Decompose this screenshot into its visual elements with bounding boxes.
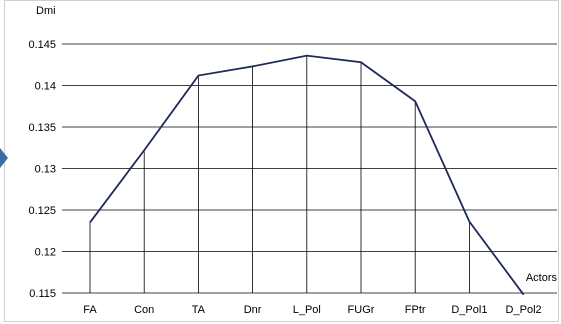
x-tick-label: D_Pol2 <box>506 304 542 316</box>
y-axis-label: Dmi <box>36 5 56 17</box>
expand-arrow-icon[interactable] <box>0 148 8 168</box>
drop-lines <box>89 55 524 295</box>
y-tick-label: 0.135 <box>28 122 56 134</box>
x-tick-label: FA <box>83 304 97 316</box>
x-tick-label: L_Pol <box>293 304 321 316</box>
y-tick-labels: 0.115 0.12 0.125 0.13 0.135 0.14 0.145 <box>28 39 56 300</box>
y-tick-label: 0.13 <box>35 164 56 176</box>
x-axis-label: Actors <box>526 272 558 284</box>
x-tick-label: D_Pol1 <box>451 304 487 316</box>
x-tick-label: FUGr <box>348 304 375 316</box>
chart-frame <box>4 0 559 322</box>
gridlines <box>62 43 557 294</box>
y-tick-label: 0.115 <box>29 288 56 300</box>
y-tick-label: 0.12 <box>35 247 56 259</box>
x-tick-labels: FA Con TA Dnr L_Pol FUGr FPtr D_Pol1 D_Pol2 <box>83 304 541 316</box>
x-tick-label: TA <box>192 304 206 316</box>
x-tick-label: Dnr <box>244 304 262 316</box>
y-tick-label: 0.145 <box>28 39 56 51</box>
x-tick-label: Con <box>134 304 154 316</box>
y-tick-label: 0.14 <box>35 81 56 93</box>
series-line <box>89 54 525 296</box>
y-tick-label: 0.125 <box>28 205 56 217</box>
x-tick-label: FPtr <box>405 304 426 316</box>
